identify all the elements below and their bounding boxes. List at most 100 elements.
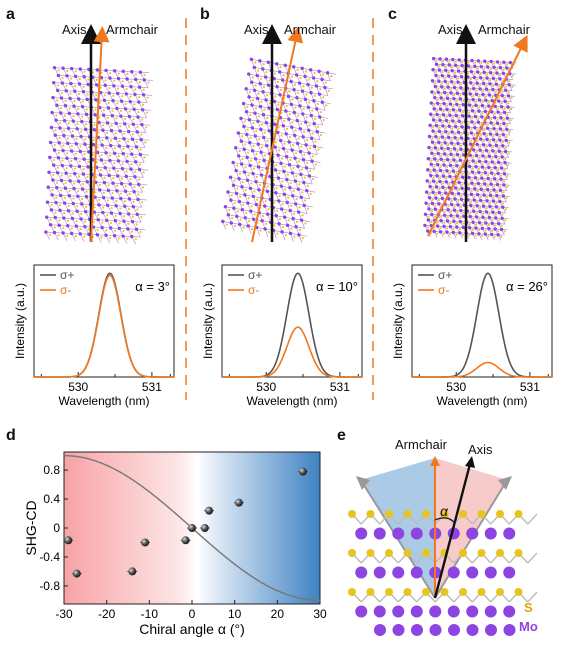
mo-atom (60, 163, 65, 168)
s-atom (231, 216, 234, 220)
s-atom (255, 152, 258, 156)
s-atom (487, 101, 491, 104)
s-atom (278, 217, 282, 220)
s-atom (470, 128, 473, 131)
s-atom (453, 93, 456, 97)
s-atom (244, 188, 247, 192)
mo-atom (119, 196, 123, 201)
mo-atom (239, 139, 244, 143)
s-atom (122, 230, 125, 233)
s-atom (91, 71, 95, 74)
s-atom (439, 104, 442, 107)
s-atom (479, 134, 482, 137)
s-atom (494, 90, 498, 93)
alpha-label-e: α (440, 503, 448, 519)
s-atom (120, 177, 123, 180)
s-atom (117, 72, 120, 75)
mo-atom (461, 103, 465, 107)
s-atom (67, 122, 70, 125)
mo-legend-label: Mo (519, 619, 538, 634)
mo-atom (130, 137, 135, 141)
mo-atom (441, 124, 445, 128)
mo-atom (451, 119, 455, 123)
mo-atom (73, 171, 77, 176)
s-atom (134, 238, 138, 241)
s-atom (97, 131, 100, 134)
mo-atom (499, 116, 503, 120)
s-atom (454, 60, 458, 63)
s-atom (309, 192, 312, 195)
mo-atom (453, 136, 457, 140)
mo-atom (503, 527, 516, 540)
mo-atom (275, 84, 279, 89)
mo-atom (245, 132, 249, 137)
s-atom (79, 145, 82, 148)
mo-atom (110, 113, 114, 118)
s-atom (251, 99, 255, 102)
mo-atom (103, 166, 107, 170)
mo-atom (472, 86, 476, 91)
mo-atom (437, 68, 442, 72)
mo-atom (445, 107, 449, 112)
mo-atom (276, 130, 280, 135)
s-atom (261, 214, 265, 217)
s-atom (87, 160, 90, 163)
s-atom (55, 196, 58, 199)
s-atom (311, 109, 314, 112)
s-atom (455, 99, 459, 102)
lattice-b (221, 57, 337, 244)
mo-atom (454, 63, 458, 68)
mo-atom (298, 149, 303, 154)
mo-atom (456, 69, 461, 73)
s-atom (84, 220, 87, 223)
s-atom (442, 110, 445, 113)
s-atom (87, 228, 91, 231)
mo-atom (55, 171, 60, 175)
mo-atom (132, 190, 136, 194)
s-atom (126, 72, 129, 76)
mo-atom (470, 109, 475, 113)
mo-atom (492, 115, 497, 120)
s-atom (481, 100, 484, 104)
s-atom (259, 77, 263, 80)
mo-atom (120, 166, 125, 171)
mo-atom (83, 224, 87, 229)
mo-atom (278, 70, 282, 74)
mo-atom (392, 566, 405, 579)
s-atom (71, 212, 74, 215)
s-atom (449, 99, 452, 102)
mo-atom (118, 129, 122, 133)
s-atom (496, 588, 504, 596)
s-atom (300, 122, 303, 125)
mo-atom (112, 69, 117, 73)
s-atom (502, 129, 505, 133)
mo-atom (95, 68, 100, 72)
mo-atom (53, 215, 57, 220)
mo-atom (452, 96, 456, 101)
s-atom (136, 208, 139, 211)
mo-atom (111, 181, 115, 185)
mo-atom (284, 132, 288, 136)
mo-atom (111, 99, 115, 103)
mo-atom (109, 211, 114, 215)
mo-atom (476, 120, 481, 124)
mo-atom (73, 157, 78, 161)
s-atom (81, 182, 84, 186)
mo-atom (253, 111, 257, 115)
s-atom (478, 106, 481, 109)
mo-atom (122, 137, 126, 141)
s-atom (80, 115, 84, 118)
mo-atom (478, 137, 483, 141)
s-atom (80, 130, 83, 133)
s-atom (403, 549, 412, 557)
s-atom (115, 117, 118, 120)
mo-atom (296, 210, 301, 214)
mo-atom (440, 85, 444, 89)
mo-atom (484, 527, 497, 540)
s-atom (66, 69, 69, 72)
mo-atom (503, 566, 516, 579)
s-atom (78, 160, 81, 163)
s-atom (238, 172, 242, 175)
mo-atom (266, 212, 270, 216)
s-atom (82, 85, 85, 88)
